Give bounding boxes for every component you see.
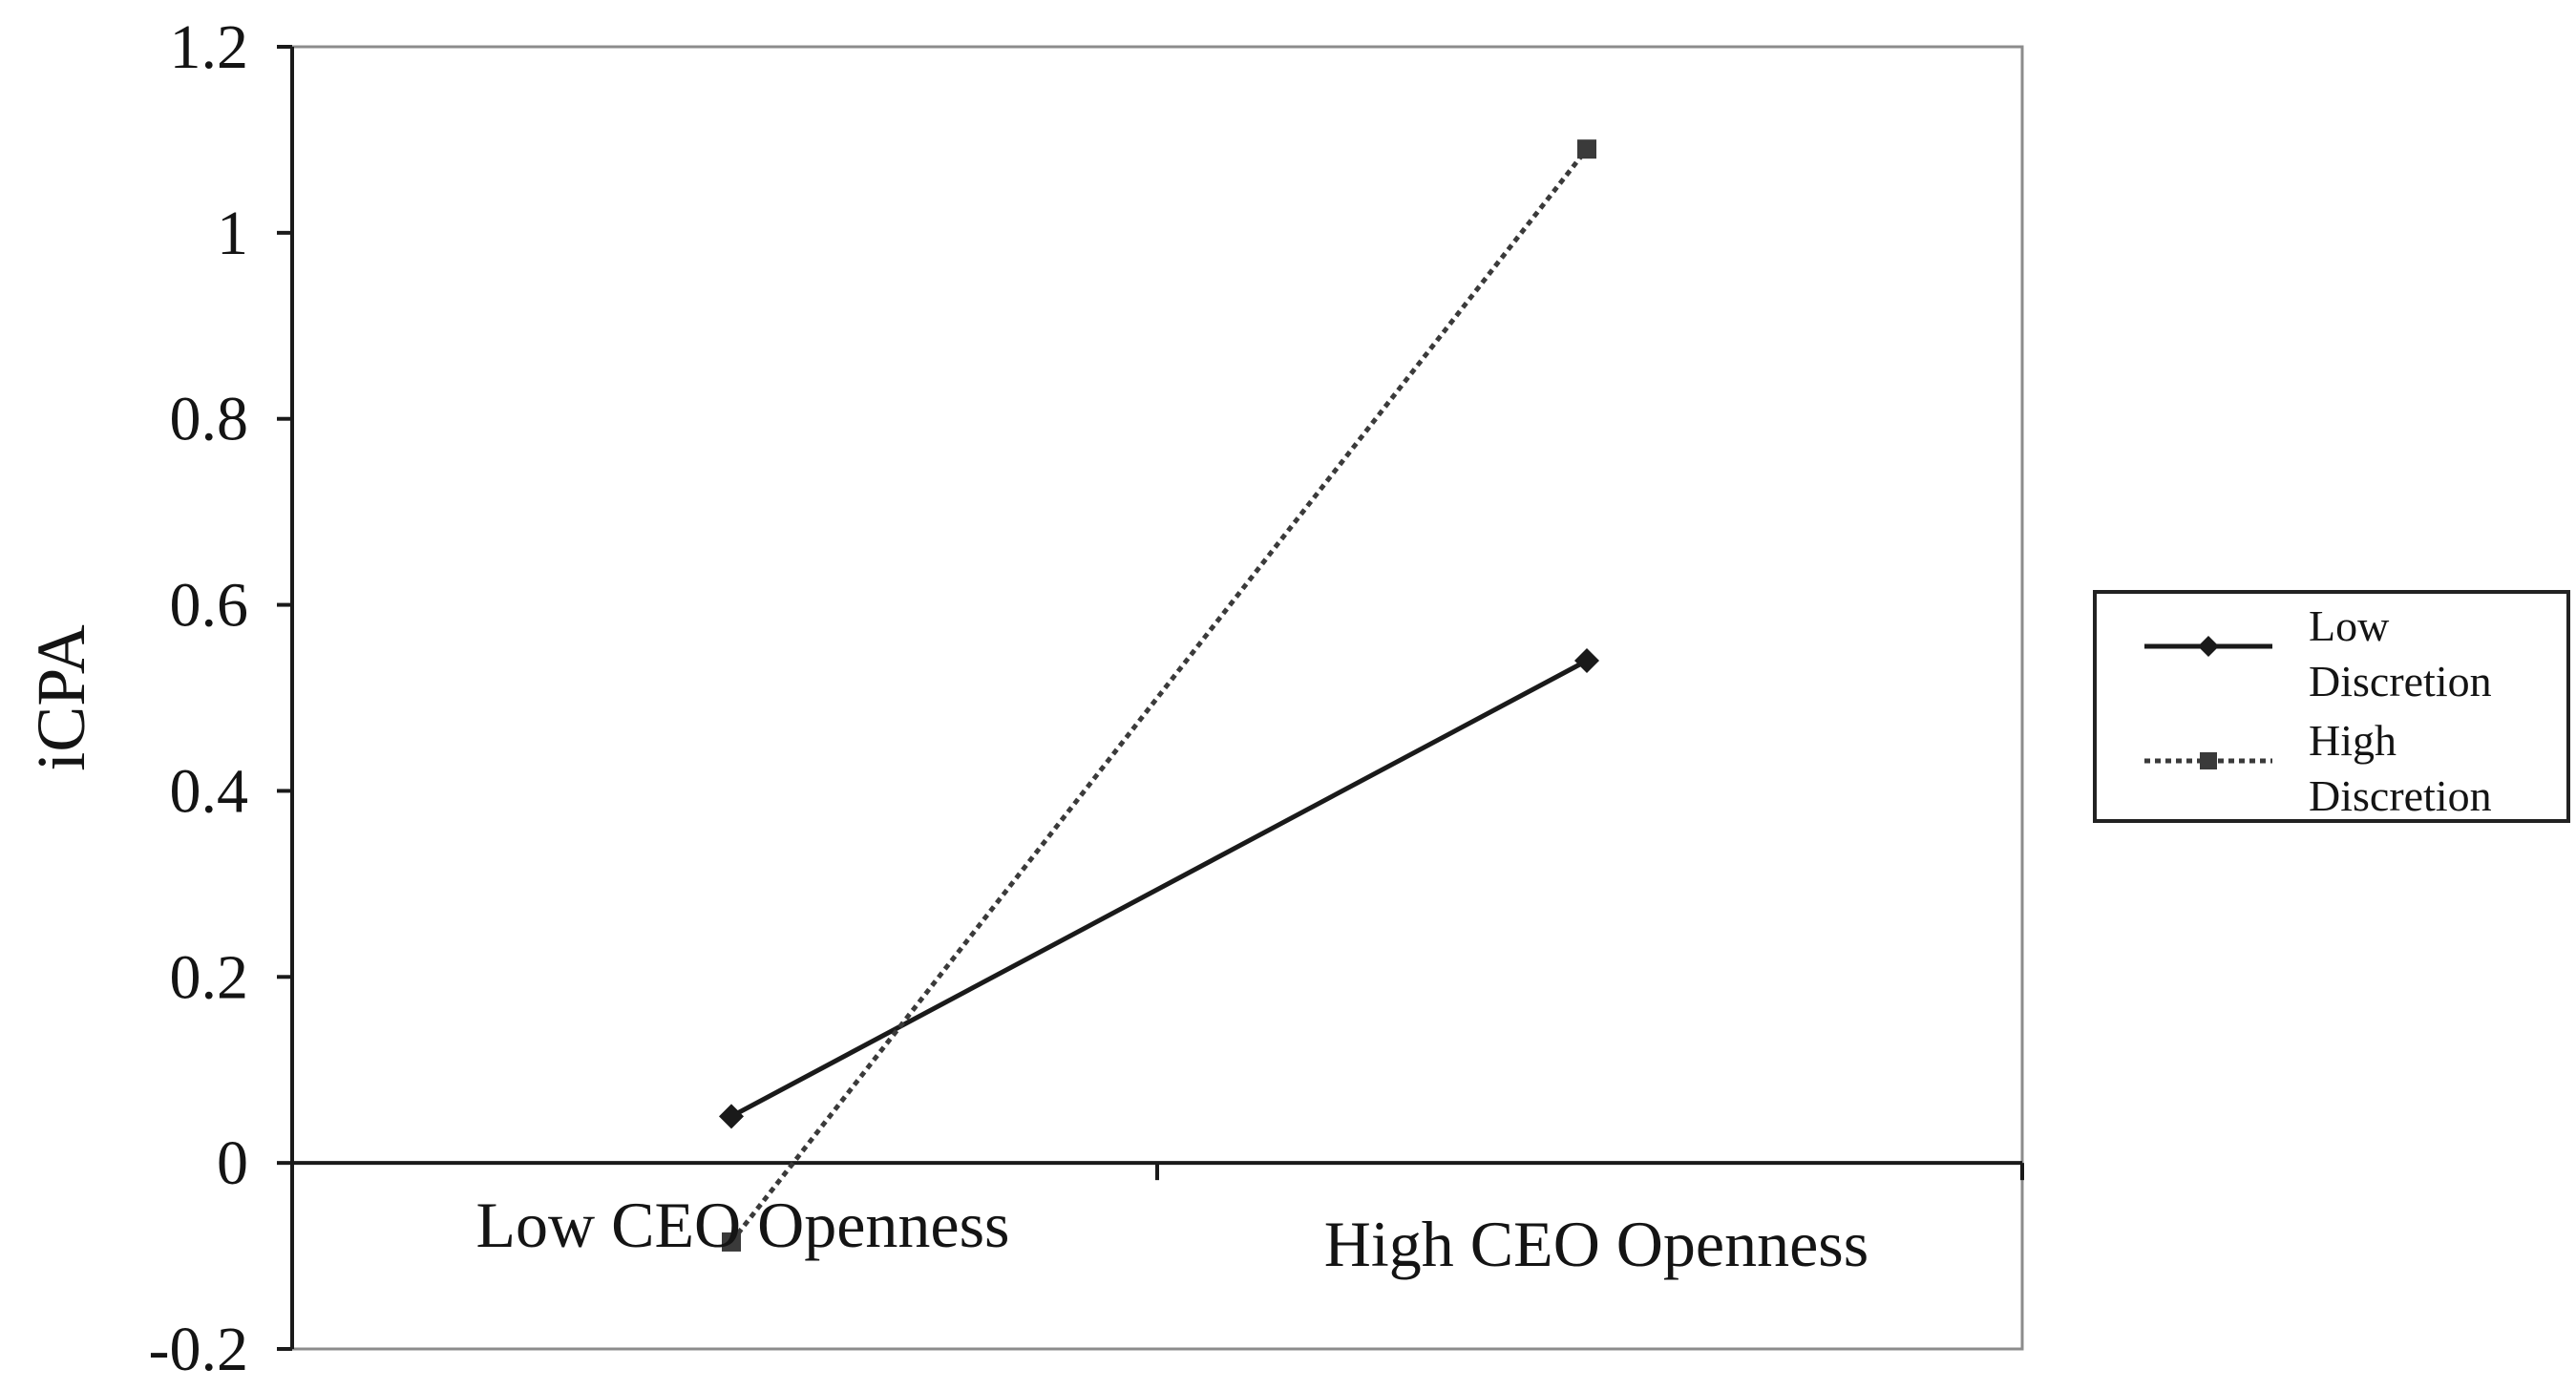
x-category-label: Low CEO Openness [475, 1189, 1009, 1261]
data-point-marker [719, 1104, 744, 1129]
x-category-label: High CEO Openness [1324, 1208, 1869, 1280]
legend-label: Discretion [2309, 771, 2492, 820]
y-tick-label: -0.2 [149, 1315, 248, 1384]
y-axis-title: iCPA [23, 624, 99, 770]
x-axis-ticks [290, 1163, 2024, 1181]
series-layer [719, 139, 1599, 1252]
y-tick-label: 0.8 [170, 385, 249, 454]
series-line [729, 658, 1589, 1119]
legend: Low Discretion High Discretion [2093, 590, 2570, 823]
legend-label: Discretion [2309, 657, 2492, 706]
legend-marker [2198, 636, 2219, 657]
series-line [729, 147, 1589, 1244]
plot-frame [290, 45, 2024, 1351]
legend-label: Low [2309, 601, 2390, 650]
y-tick-label: 0.2 [170, 942, 249, 1012]
data-point-marker [1574, 648, 1599, 674]
y-axis-ticks: -0.2 0 0.2 0.4 0.6 0.8 1 1.2 [149, 12, 292, 1384]
legend-marker [2200, 752, 2217, 769]
y-tick-label: 0.6 [170, 571, 249, 641]
data-point-marker [1577, 139, 1596, 159]
legend-label: High [2309, 716, 2397, 765]
category-labels: Low CEO Openness High CEO Openness [475, 1189, 1869, 1280]
y-tick-label: 1 [217, 199, 248, 268]
y-tick-label: 1.2 [170, 12, 249, 82]
legend-box [2093, 590, 2570, 823]
y-tick-label: 0 [217, 1128, 248, 1198]
y-tick-label: 0.4 [170, 756, 249, 826]
data-point-marker [722, 1232, 741, 1252]
